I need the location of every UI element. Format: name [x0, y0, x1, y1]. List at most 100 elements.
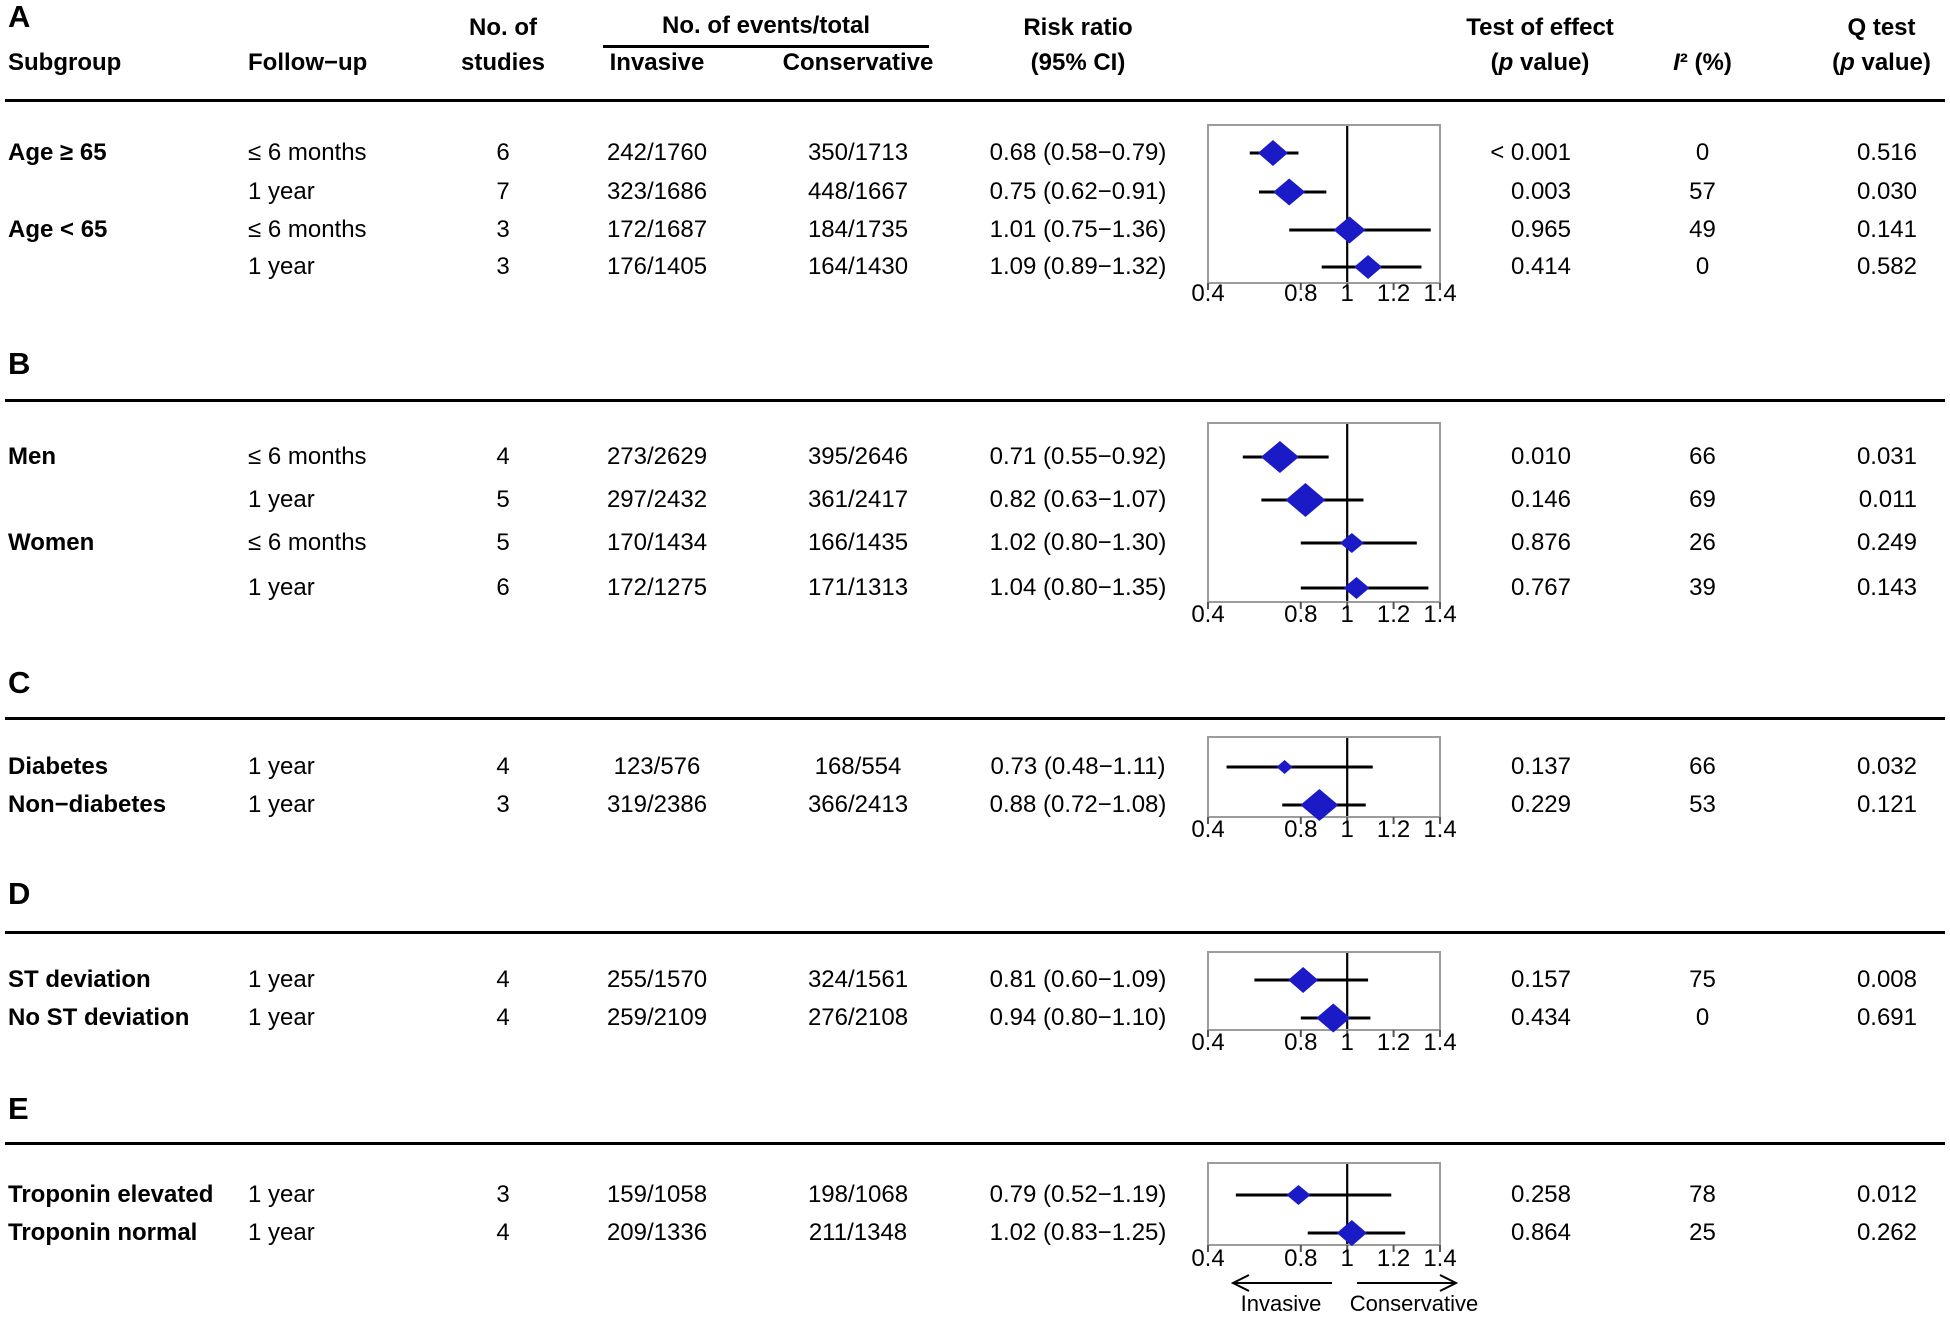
- axis-tick-label: 1: [1341, 601, 1354, 628]
- effect-diamond: [1260, 441, 1299, 473]
- followup-cell: 1 year: [248, 966, 315, 993]
- q-test-p-cell: 0.249: [1856, 529, 1917, 556]
- axis-tick-label: 0.8: [1284, 1029, 1317, 1056]
- followup-cell: ≤ 6 months: [248, 216, 367, 243]
- followup-column-header: Follow−up: [248, 49, 368, 76]
- axis-tick-label: 1: [1341, 1245, 1354, 1272]
- paren: (: [1832, 49, 1841, 76]
- risk-ratio-ci-cell: 1.01 (0.75−1.36): [989, 216, 1167, 243]
- n-studies-cell: 3: [496, 791, 510, 818]
- p-effect-cell: 0.010: [1510, 443, 1571, 470]
- invasive-events-cell: 255/1570: [606, 966, 708, 993]
- invasive-events-cell: 273/2629: [606, 443, 708, 470]
- risk-ratio-header-line2: (95% CI): [1030, 49, 1126, 76]
- forest-plot-box-B: [1207, 422, 1441, 603]
- p-effect-cell: 0.003: [1510, 178, 1571, 205]
- section-label-D: D: [8, 876, 31, 911]
- p-italic: p: [1840, 49, 1855, 76]
- conservative-column-header: Conservative: [782, 49, 934, 76]
- i-squared-cell: 0: [1695, 139, 1710, 166]
- invasive-events-cell: 242/1760: [606, 139, 708, 166]
- forest-plot-box-A: [1207, 124, 1441, 284]
- subgroup-cell: ST deviation: [8, 966, 151, 993]
- q-test-p-cell: 0.516: [1856, 139, 1917, 166]
- n-studies-cell: 4: [496, 443, 510, 470]
- q-test-p-cell: 0.143: [1856, 574, 1917, 601]
- invasive-events-cell: 319/2386: [606, 791, 708, 818]
- risk-ratio-ci-cell: 0.68 (0.58−0.79): [989, 139, 1167, 166]
- i-squared-cell: 66: [1689, 443, 1716, 470]
- axis-tick-label: 0.4: [1191, 816, 1224, 843]
- risk-ratio-ci-cell: 0.81 (0.60−1.09): [989, 966, 1167, 993]
- p-rest: value): [1854, 49, 1931, 76]
- axis-tick-label: 0.8: [1284, 280, 1317, 307]
- risk-ratio-ci-cell: 0.71 (0.55−0.92): [989, 443, 1167, 470]
- events-total-group-header: No. of events/total: [661, 12, 871, 39]
- followup-cell: 1 year: [248, 753, 315, 780]
- test-of-effect-header-line1: Test of effect: [1466, 14, 1614, 41]
- n-studies-cell: 3: [496, 216, 510, 243]
- section-label-B: B: [8, 346, 31, 381]
- section-label-E: E: [8, 1091, 29, 1126]
- risk-ratio-ci-cell: 0.79 (0.52−1.19): [989, 1181, 1167, 1208]
- invasive-column-header: Invasive: [609, 49, 705, 76]
- n-studies-cell: 5: [496, 529, 510, 556]
- q-test-p-cell: 0.011: [1858, 486, 1917, 513]
- conservative-events-cell: 395/2646: [807, 443, 909, 470]
- risk-ratio-ci-cell: 0.94 (0.80−1.10): [989, 1004, 1167, 1031]
- i-squared-cell: 69: [1689, 486, 1716, 513]
- axis-tick-label: 1: [1341, 816, 1354, 843]
- studies-column-header-line2: studies: [460, 49, 546, 76]
- studies-column-header-line1: No. of: [469, 14, 537, 41]
- risk-ratio-ci-cell: 0.88 (0.72−1.08): [989, 791, 1167, 818]
- q-test-p-cell: 0.262: [1856, 1219, 1917, 1246]
- invasive-events-cell: 123/576: [613, 753, 701, 780]
- p-effect-cell: 0.434: [1510, 1004, 1571, 1031]
- direction-arrowhead-right: [1439, 1274, 1459, 1292]
- risk-ratio-header-line1: Risk ratio: [1023, 14, 1133, 41]
- i-squared-cell: 57: [1689, 178, 1716, 205]
- axis-tick-label: 1.2: [1377, 601, 1410, 628]
- invasive-events-cell: 176/1405: [606, 253, 708, 280]
- conservative-events-cell: 361/2417: [807, 486, 909, 513]
- invasive-events-cell: 172/1275: [606, 574, 708, 601]
- n-studies-cell: 6: [496, 139, 510, 166]
- axis-tick-label: 0.8: [1284, 601, 1317, 628]
- invasive-events-cell: 259/2109: [606, 1004, 708, 1031]
- conservative-events-cell: 168/554: [814, 753, 902, 780]
- axis-tick-label: 1.2: [1377, 280, 1410, 307]
- axis-tick-label: 1.4: [1423, 601, 1456, 628]
- i-squared-cell: 26: [1689, 529, 1716, 556]
- header-rule: [5, 99, 1945, 102]
- axis-tick-label: 1.4: [1423, 280, 1456, 307]
- conservative-events-cell: 198/1068: [807, 1181, 909, 1208]
- subgroup-cell: Age ≥ 65: [8, 139, 107, 166]
- i2-rest: ² (%): [1679, 49, 1732, 76]
- n-studies-cell: 4: [496, 753, 510, 780]
- i-squared-cell: 0: [1695, 253, 1710, 280]
- followup-cell: 1 year: [248, 486, 315, 513]
- q-test-header-line1: Q test: [1847, 14, 1916, 41]
- conservative-events-cell: 448/1667: [807, 178, 909, 205]
- i-italic: I: [1673, 49, 1680, 76]
- followup-cell: 1 year: [248, 1181, 315, 1208]
- n-studies-cell: 4: [496, 1219, 510, 1246]
- risk-ratio-ci-cell: 1.09 (0.89−1.32): [989, 253, 1167, 280]
- section-rule-E: [5, 1142, 1945, 1145]
- n-studies-cell: 4: [496, 1004, 510, 1031]
- axis-tick-label: 0.8: [1284, 816, 1317, 843]
- forest-plot-box-E: [1207, 1162, 1441, 1246]
- conservative-events-cell: 276/2108: [807, 1004, 909, 1031]
- conservative-events-cell: 171/1313: [807, 574, 909, 601]
- n-studies-cell: 3: [496, 253, 510, 280]
- section-label-C: C: [8, 665, 31, 700]
- subgroup-cell: Troponin elevated: [8, 1181, 214, 1208]
- axis-tick-label: 1.2: [1377, 816, 1410, 843]
- followup-cell: 1 year: [248, 574, 315, 601]
- section-rule-B: [5, 399, 1945, 402]
- n-studies-cell: 6: [496, 574, 510, 601]
- effect-diamond: [1343, 577, 1370, 599]
- n-studies-cell: 7: [496, 178, 510, 205]
